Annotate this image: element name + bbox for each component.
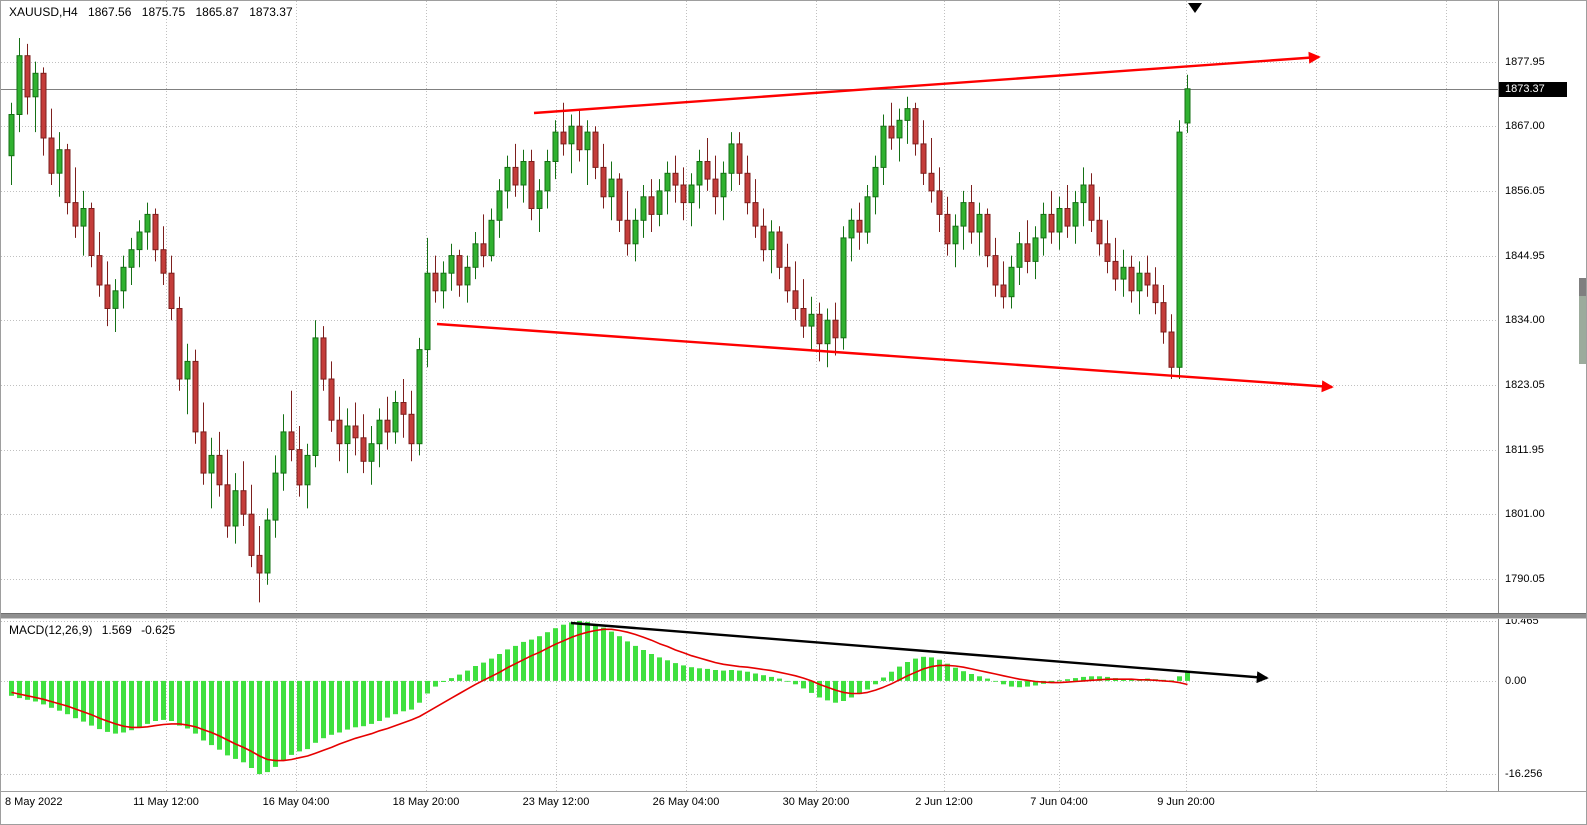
time-axis-separator xyxy=(1,791,1586,792)
macd-value: 1.569 xyxy=(101,623,132,637)
candles-group xyxy=(8,38,1191,603)
price-tick-label: 1844.95 xyxy=(1505,250,1545,262)
macd-readout: MACD(12,26,9) 1.569 -0.625 xyxy=(9,623,175,637)
grid-vertical-macd xyxy=(166,619,1447,791)
trendline-arrows[interactable] xyxy=(436,51,1334,393)
macd-signal-line xyxy=(11,628,1188,762)
macd-signal-value: -0.625 xyxy=(141,623,176,637)
close-value: 1873.37 xyxy=(249,5,293,19)
price-tick-label: 1877.95 xyxy=(1505,56,1545,68)
price-tick-label: 1790.05 xyxy=(1505,573,1545,585)
time-tick-label: 11 May 12:00 xyxy=(133,796,199,808)
time-tick-label: 7 Jun 04:00 xyxy=(1030,796,1088,808)
macd-histogram xyxy=(9,620,1190,775)
time-tick-label: 2 Jun 12:00 xyxy=(915,796,973,808)
price-tick-label: 1856.05 xyxy=(1505,185,1545,197)
symbol-ohlc-readout: XAUUSD,H4 1867.56 1875.75 1865.87 1873.3… xyxy=(9,5,293,19)
macd-tick-label: 0.00 xyxy=(1505,675,1527,687)
macd-name-label: MACD(12,26,9) xyxy=(9,623,93,637)
grid-vertical-main xyxy=(166,1,1447,613)
price-tick-label: 1834.00 xyxy=(1505,314,1545,326)
price-chart-canvas[interactable] xyxy=(1,1,1498,613)
time-tick-label: 18 May 20:00 xyxy=(392,796,460,808)
time-axis[interactable]: 8 May 2022 11 May 12:00 16 May 04:00 18 May… xyxy=(1,793,1498,815)
scrollbar-thumb-cap[interactable] xyxy=(1579,278,1586,296)
current-price-tag: 1873.37 xyxy=(1499,82,1567,97)
pane-separator[interactable] xyxy=(1,613,1586,619)
macd-tick-label: -16.256 xyxy=(1505,768,1543,780)
price-tick-label: 1801.00 xyxy=(1505,508,1545,520)
price-tick-label: 1823.05 xyxy=(1505,379,1545,391)
macd-canvas[interactable] xyxy=(1,619,1498,791)
price-tick-label: 1811.95 xyxy=(1505,444,1544,456)
time-tick-label: 23 May 12:00 xyxy=(522,796,590,808)
low-value: 1865.87 xyxy=(195,5,239,19)
macd-trend-arrow[interactable] xyxy=(570,621,1269,684)
time-tick-label: 30 May 20:00 xyxy=(782,796,850,808)
symbol-period-label: XAUUSD,H4 xyxy=(9,5,78,19)
high-value: 1875.75 xyxy=(141,5,186,19)
open-value: 1867.56 xyxy=(88,5,132,19)
time-tick-label: 8 May 2022 xyxy=(5,796,63,808)
down-arrow-marker xyxy=(1188,3,1202,13)
time-tick-label: 9 Jun 20:00 xyxy=(1157,796,1215,808)
price-axis[interactable]: 1873.37 1877.95 1867.00 1856.05 1844.95 1834… xyxy=(1498,1,1586,791)
time-tick-label: 16 May 04:00 xyxy=(262,796,330,808)
price-tick-label: 1867.00 xyxy=(1505,120,1545,132)
time-tick-label: 26 May 04:00 xyxy=(652,796,720,808)
scrollbar-thumb[interactable] xyxy=(1579,296,1586,364)
